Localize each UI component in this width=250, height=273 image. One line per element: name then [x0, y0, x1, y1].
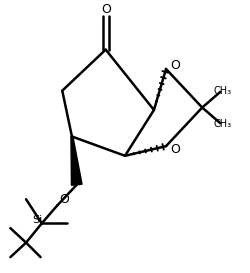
- Polygon shape: [71, 136, 82, 185]
- Text: O: O: [60, 193, 70, 206]
- Text: Si: Si: [32, 215, 42, 225]
- Text: CH₃: CH₃: [214, 86, 232, 96]
- Text: O: O: [101, 3, 111, 16]
- Text: O: O: [171, 59, 180, 72]
- Text: O: O: [171, 143, 180, 156]
- Text: CH₃: CH₃: [214, 119, 232, 129]
